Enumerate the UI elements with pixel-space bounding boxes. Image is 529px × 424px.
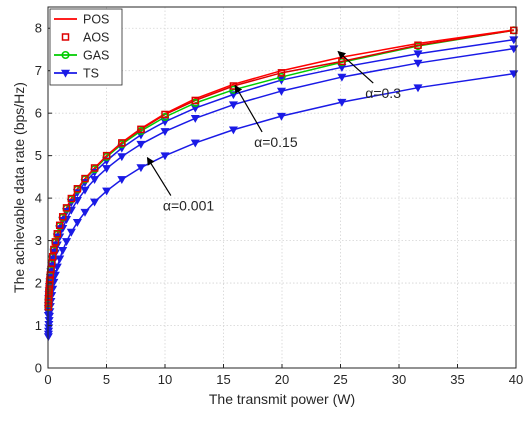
ts-curve-2-marker	[413, 59, 423, 68]
legend-entry-gas: GAS	[54, 49, 109, 63]
x-axis-label: The transmit power (W)	[209, 391, 355, 407]
series-aos-marker	[137, 125, 145, 134]
x-tick-label: 30	[392, 372, 406, 387]
ts-curve-3-marker	[337, 98, 347, 107]
legend-swatch-marker	[61, 50, 70, 60]
ts-curve-2-marker	[337, 73, 347, 82]
y-axis-label: The achievable data rate (bps/Hz)	[11, 82, 27, 293]
ts-curve-3-marker	[66, 228, 76, 237]
ts-curve-3-marker	[102, 187, 112, 196]
x-tick-label: 40	[509, 372, 523, 387]
ts-curve-2-marker	[80, 186, 90, 195]
series-aos-marker	[58, 213, 67, 221]
ts-curve-3-marker	[117, 176, 127, 185]
series-aos-marker	[102, 151, 111, 160]
series-aos-marker	[81, 174, 89, 183]
legend-label: POS	[83, 13, 109, 27]
ts-curve-3-marker	[72, 219, 82, 227]
ts-curve-2-marker	[228, 101, 238, 110]
x-tick-label: 20	[275, 372, 289, 387]
series-aos-marker	[55, 221, 64, 230]
ts-curve-2-marker	[117, 153, 127, 162]
x-tick-label: 0	[44, 372, 51, 387]
y-tick-label: 8	[35, 21, 42, 36]
series-aos-marker	[48, 252, 57, 261]
legend-label: GAS	[83, 49, 109, 63]
ts-curve-3-marker	[58, 247, 68, 255]
y-tick-label: 0	[35, 361, 42, 376]
ts-curve-3-marker	[62, 238, 72, 247]
annotations: α=0.3 α=0.15 α=0.001	[146, 50, 401, 214]
x-tick-label: 35	[450, 372, 464, 387]
ts-curve-2-marker	[160, 128, 170, 137]
series-aos-marker	[510, 26, 518, 35]
series-gas-marker	[277, 73, 286, 82]
series-aos-marker	[62, 204, 71, 212]
legend-entry-pos: POS	[54, 13, 109, 27]
series-aos-marker	[50, 245, 58, 254]
ts-curve-3-marker	[136, 164, 146, 173]
ts-curve-2-marker	[190, 114, 200, 123]
y-tick-label: 3	[35, 233, 42, 248]
series-aos-marker	[90, 164, 99, 172]
ts-curve-3-marker	[413, 84, 423, 93]
ts-curve-2-marker	[136, 140, 146, 149]
series-aos-marker	[161, 110, 169, 119]
x-tick-label: 10	[158, 372, 172, 387]
legend-entry-ts: TS	[54, 67, 99, 81]
ts-curve-3-marker	[276, 112, 286, 121]
x-tick-label: 15	[216, 372, 230, 387]
axis-ticks: 0 5 10 15 20 25 30 35 40 0 1 2 3 4 5 6 7 8	[35, 21, 523, 387]
y-tick-label: 6	[35, 106, 42, 121]
y-tick-label: 5	[35, 148, 42, 163]
annotation-arrow	[234, 84, 263, 133]
series-aos-marker	[45, 289, 53, 297]
series-ts-marker	[190, 104, 200, 113]
series-aos-marker	[45, 285, 53, 293]
y-tick-label: 2	[35, 276, 42, 291]
ts-curve-3-marker	[190, 139, 200, 148]
series-aos-marker	[277, 69, 286, 77]
ts-curve-2-marker	[72, 196, 82, 205]
ts-curve-3-marker	[90, 198, 100, 207]
series-aos-marker	[51, 238, 60, 246]
series-aos-marker	[118, 139, 126, 147]
series-aos-marker	[45, 281, 54, 289]
y-tick-label: 4	[35, 191, 42, 206]
y-tick-label: 1	[35, 318, 42, 333]
annotation-arrow	[146, 156, 172, 196]
legend-entry-aos: AOS	[61, 31, 109, 45]
legend-swatch-marker	[60, 69, 71, 78]
series-aos-marker	[44, 292, 53, 301]
series-aos-marker	[67, 194, 76, 203]
ts-curve-3-marker	[160, 152, 170, 161]
y-tick-label: 7	[35, 63, 42, 78]
legend: POS AOS GAS TS	[49, 8, 123, 86]
x-tick-label: 5	[103, 372, 110, 387]
ts-curve-3-marker	[228, 126, 238, 135]
series-aos-marker	[53, 230, 62, 238]
ts-curve-3-marker	[55, 255, 65, 264]
series-ts-marker	[413, 50, 423, 59]
series-aos-marker	[73, 185, 82, 193]
annotation-arrow	[337, 50, 374, 84]
series-markers	[43, 26, 519, 342]
series-aos-marker	[191, 96, 200, 105]
ts-curve-2-marker	[276, 87, 286, 96]
legend-swatch-marker	[61, 33, 70, 41]
x-tick-label: 25	[333, 372, 347, 387]
series-aos-marker	[414, 41, 422, 49]
legend-label: TS	[83, 67, 99, 81]
ts-curve-3-marker	[80, 208, 90, 217]
annotation-label: α=0.001	[163, 198, 215, 214]
annotation-label: α=0.3	[365, 85, 401, 101]
annotation-label: α=0.15	[254, 134, 298, 150]
ts-curve-2-marker	[102, 165, 112, 173]
legend-label: AOS	[83, 31, 109, 45]
